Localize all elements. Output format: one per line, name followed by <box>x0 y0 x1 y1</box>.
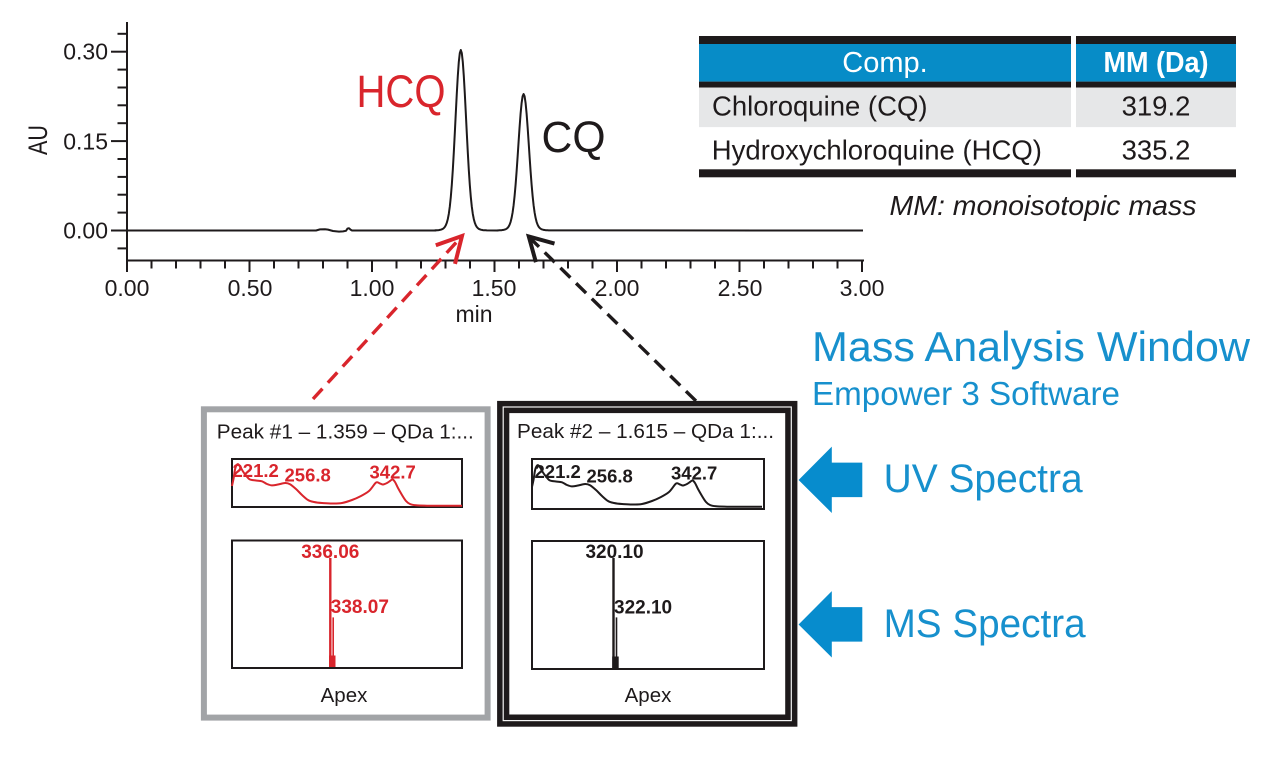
svg-text:319.2: 319.2 <box>1122 91 1191 122</box>
svg-text:320.10: 320.10 <box>585 542 643 563</box>
svg-text:256.8: 256.8 <box>285 465 331 486</box>
svg-text:2.50: 2.50 <box>718 275 763 301</box>
svg-text:Mass Analysis Window: Mass Analysis Window <box>812 323 1251 370</box>
svg-text:CQ: CQ <box>542 113 606 162</box>
svg-text:Hydroxychloroquine (HCQ): Hydroxychloroquine (HCQ) <box>712 135 1042 166</box>
svg-text:MM (Da): MM (Da) <box>1104 47 1209 79</box>
svg-text:342.7: 342.7 <box>671 463 717 484</box>
svg-text:2.00: 2.00 <box>595 275 640 301</box>
svg-text:0.30: 0.30 <box>63 39 108 65</box>
svg-text:min: min <box>455 301 492 327</box>
svg-text:Apex: Apex <box>321 684 368 707</box>
svg-text:AU: AU <box>23 125 53 155</box>
svg-text:335.2: 335.2 <box>1122 135 1191 166</box>
svg-text:336.06: 336.06 <box>301 542 359 563</box>
svg-text:Peak #1 – 1.359 – QDa 1:...: Peak #1 – 1.359 – QDa 1:... <box>217 421 474 444</box>
svg-text:HCQ: HCQ <box>357 66 446 117</box>
svg-text:MS Spectra: MS Spectra <box>884 602 1087 646</box>
svg-text:338.07: 338.07 <box>331 597 389 618</box>
svg-text:Empower 3 Software: Empower 3 Software <box>812 375 1120 412</box>
svg-text:3.00: 3.00 <box>840 275 885 301</box>
svg-text:1.50: 1.50 <box>472 275 517 301</box>
svg-text:0.00: 0.00 <box>63 218 108 244</box>
svg-text:Comp.: Comp. <box>842 47 927 79</box>
svg-text:221.2: 221.2 <box>233 460 279 481</box>
svg-text:Chloroquine (CQ): Chloroquine (CQ) <box>712 91 928 122</box>
svg-text:322.10: 322.10 <box>614 598 672 619</box>
svg-text:221.2: 221.2 <box>535 461 581 482</box>
svg-text:0.50: 0.50 <box>228 275 273 301</box>
svg-text:Peak #2 – 1.615 – QDa 1:...: Peak #2 – 1.615 – QDa 1:... <box>517 420 774 443</box>
svg-text:0.15: 0.15 <box>63 129 108 155</box>
svg-text:0.00: 0.00 <box>105 275 150 301</box>
svg-text:342.7: 342.7 <box>370 462 416 483</box>
svg-text:UV Spectra: UV Spectra <box>884 457 1084 501</box>
svg-text:1.00: 1.00 <box>350 275 395 301</box>
svg-text:256.8: 256.8 <box>587 466 633 487</box>
svg-text:MM: monoisotopic mass: MM: monoisotopic mass <box>890 190 1197 221</box>
svg-text:Apex: Apex <box>625 684 672 707</box>
